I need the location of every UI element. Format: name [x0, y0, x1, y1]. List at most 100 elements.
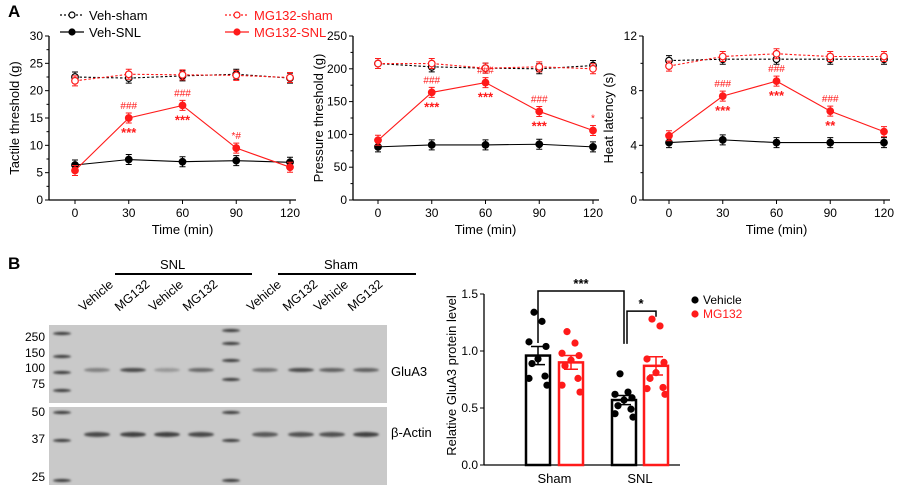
individual-point [648, 315, 656, 323]
individual-point [541, 372, 549, 380]
individual-point [530, 308, 538, 316]
data-point-mg132-snl [481, 78, 490, 87]
data-point-mg132-sham [826, 52, 835, 61]
glua3-band [353, 368, 379, 372]
significance-label: * [638, 296, 644, 311]
legend-label: MG132-sham [254, 8, 333, 23]
actin-band [154, 432, 180, 437]
data-point-mg132-snl [665, 131, 673, 140]
significance-label: *** [769, 88, 785, 103]
legend-marker [691, 296, 699, 304]
data-point-mg132-snl [71, 166, 79, 175]
data-point-mg132-snl [880, 127, 888, 136]
individual-point [538, 317, 546, 325]
data-point-mg132-sham [481, 64, 490, 73]
actin-band [84, 432, 110, 437]
y-tick-label: 10 [30, 138, 44, 152]
x-tick-label: 0 [72, 206, 79, 220]
glua3-band [120, 368, 146, 372]
glua3-band [319, 368, 345, 372]
panel-label-a: A [8, 2, 21, 21]
actin-band [252, 432, 278, 437]
individual-point [574, 374, 582, 382]
individual-point [563, 328, 571, 336]
data-point-veh-snl [535, 140, 544, 149]
y-tick-label: 250 [327, 29, 347, 43]
significance-label: ### [822, 94, 839, 105]
data-point-mg132-snl [589, 126, 597, 135]
glua3-band [154, 368, 180, 372]
sham-group-line [278, 273, 416, 275]
data-point-mg132-snl [826, 107, 835, 116]
glua3-band [288, 368, 314, 372]
actin-band [188, 432, 214, 437]
y-tick-label: 0 [630, 193, 637, 207]
y-axis-label: Tactile threshold (g) [7, 61, 22, 174]
data-point-veh-snl [481, 140, 490, 149]
data-point-mg132-snl [718, 92, 727, 101]
ladder-band [53, 355, 71, 358]
y-tick-label: 12 [624, 29, 638, 43]
significance-label: *** [424, 99, 440, 114]
snl-group-line [115, 273, 252, 275]
individual-point [627, 405, 635, 413]
mw-marker-label: 50 [31, 405, 45, 419]
individual-point [660, 358, 668, 366]
data-point-veh-snl [178, 157, 187, 166]
data-point-veh-snl [826, 138, 835, 147]
legend-label: MG132-SNL [254, 25, 326, 40]
significance-label: ### [477, 66, 494, 77]
data-point-mg132-sham [589, 64, 597, 73]
category-label: Sham [538, 471, 572, 486]
data-point-mg132-sham [772, 49, 781, 58]
mw-marker-label: 25 [31, 470, 45, 484]
ladder-band [222, 479, 240, 482]
data-point-mg132-sham [286, 73, 294, 82]
blot-glua3 [49, 325, 387, 403]
ladder-band [222, 359, 240, 362]
data-point-veh-snl [589, 142, 597, 151]
bar-mg132-snl [642, 364, 670, 467]
data-point-mg132-sham [374, 59, 382, 68]
data-point-veh-snl [124, 155, 133, 164]
bar-vehicle-sham [524, 354, 552, 467]
error-bar [531, 345, 545, 366]
individual-point [611, 410, 619, 418]
y-tick-label: 30 [30, 29, 44, 43]
individual-point [616, 370, 624, 378]
actin-band [319, 432, 345, 437]
significance-label: *** [532, 118, 548, 133]
legend-label: Veh-SNL [89, 25, 141, 40]
data-point-mg132-sham [535, 62, 544, 71]
line-chart-1: 0 5 10 15 20 25 30 0 30 60 90 120 Time (min) Tactile … [7, 29, 300, 237]
ladder-band [222, 378, 240, 381]
y-tick-label: 8 [630, 84, 637, 98]
significance-label: ### [714, 79, 731, 90]
significance-label: ### [174, 88, 191, 99]
y-tick-label: 50 [334, 160, 348, 174]
mw-marker-label: 150 [24, 346, 45, 360]
ladder-band [53, 332, 71, 335]
legend-marker [68, 11, 76, 19]
y-tick-label: 4 [630, 138, 637, 152]
data-point-mg132-snl [286, 163, 294, 172]
individual-point [661, 390, 669, 398]
y-axis-label: Heat latency (s) [601, 72, 616, 163]
x-tick-label: 60 [770, 206, 784, 220]
ladder-band [222, 439, 240, 442]
mw-marker-label: 250 [24, 330, 45, 344]
x-tick-label: 90 [230, 206, 244, 220]
data-point-mg132-sham [718, 52, 727, 61]
x-tick-label: 0 [375, 206, 382, 220]
individual-point [656, 322, 664, 330]
y-tick-label: 200 [327, 62, 347, 76]
significance-label: *** [478, 90, 494, 105]
x-tick-label: 120 [280, 206, 300, 220]
y-tick-label: 25 [30, 56, 44, 70]
significance-label: * [591, 113, 595, 124]
individual-point [575, 351, 583, 360]
y-tick-label: 15 [30, 111, 44, 125]
protein-label-glua3: GluA3 [391, 364, 428, 379]
